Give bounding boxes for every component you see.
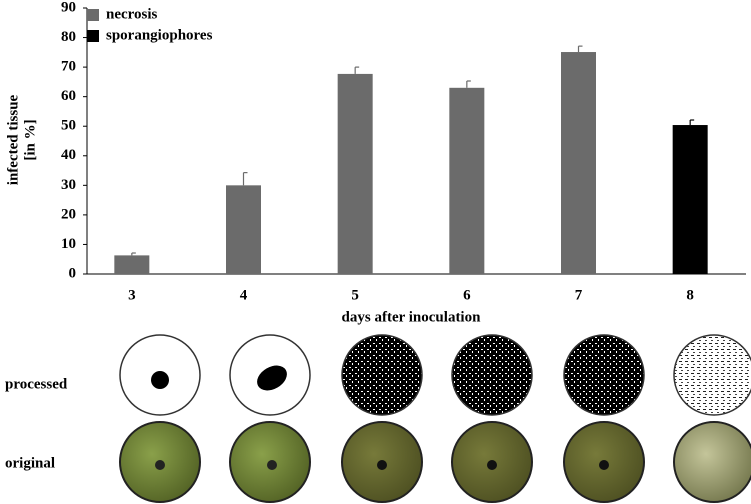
bar	[449, 87, 485, 274]
image-spot	[151, 371, 169, 389]
x-tick-label: 3	[128, 287, 136, 303]
y-axis-label-line: infected tissue	[5, 94, 21, 185]
y-tick-label: 10	[61, 236, 76, 252]
y-tick-label: 0	[69, 265, 77, 281]
bar	[226, 185, 261, 274]
image	[673, 421, 751, 503]
image-spot	[599, 460, 609, 470]
y-tick-label: 40	[61, 147, 76, 163]
y-tick-label: 90	[61, 0, 76, 15]
bar	[337, 73, 373, 274]
x-tick-label: 5	[351, 287, 359, 303]
y-tick-label: 60	[61, 88, 76, 104]
y-tick-label: 50	[61, 118, 76, 134]
sample-images	[119, 334, 751, 503]
panel-label: processed	[5, 376, 68, 392]
bar	[672, 125, 708, 274]
y-axis-label-line: [in %]	[22, 119, 38, 160]
y-tick-label: 30	[61, 177, 76, 193]
image-spot	[155, 460, 165, 470]
legend-swatch	[87, 9, 99, 21]
x-tick-label: 8	[686, 287, 694, 303]
image-spot	[257, 365, 287, 391]
image	[341, 334, 423, 416]
y-tick-label: 80	[61, 29, 76, 45]
image	[563, 334, 645, 416]
image-spot	[487, 460, 497, 470]
legend-swatch	[87, 30, 99, 42]
y-tick-label: 70	[61, 59, 76, 75]
legend-label: sporangiophores	[106, 27, 213, 43]
x-tick-label: 6	[463, 287, 471, 303]
legend-label: necrosis	[106, 6, 158, 22]
y-tick-label: 20	[61, 206, 76, 222]
x-axis-label: days after inoculation	[342, 309, 482, 325]
image-spot	[267, 460, 277, 470]
bar	[561, 52, 596, 274]
x-tick-label: 7	[575, 287, 583, 303]
panel-label: original	[5, 455, 55, 471]
image	[451, 334, 533, 416]
x-tick-label: 4	[240, 287, 248, 303]
image-spot	[377, 460, 387, 470]
image	[673, 334, 751, 416]
bar	[114, 255, 150, 274]
y-axis-label: infected tissue [in %]	[5, 94, 38, 185]
